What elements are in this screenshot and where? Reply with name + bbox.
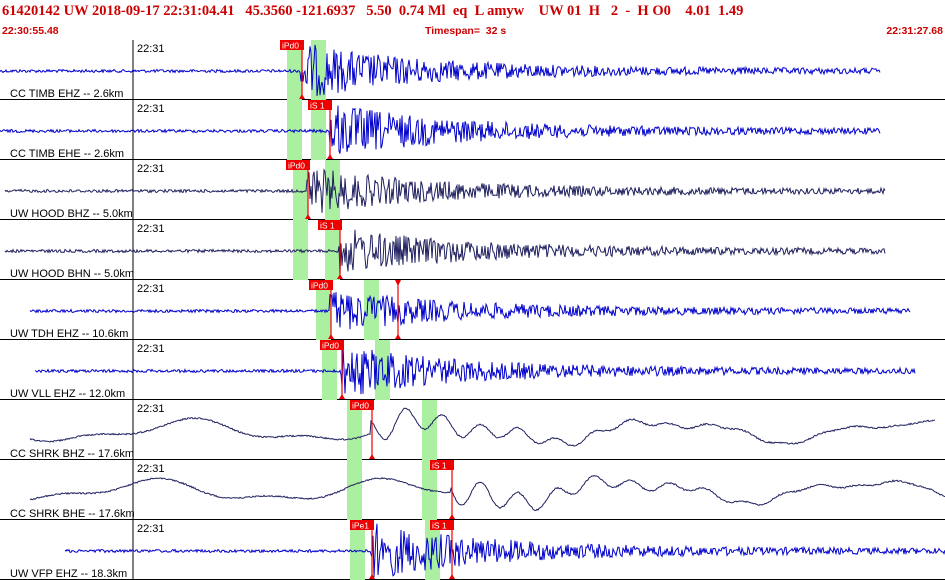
event-header: 61420142 UW 2018-09-17 22:31:04.41 45.35…: [0, 0, 945, 22]
pick-label: iPd0: [322, 341, 339, 351]
green-band: [347, 400, 362, 460]
time-tick-label: 22:31: [137, 163, 165, 175]
pick-label: iS 1: [310, 101, 325, 111]
pick-arrow: [339, 394, 345, 399]
pick-label: iS 1: [432, 461, 447, 471]
time-tick-label: 22:31: [137, 283, 165, 295]
time-tick-label: 22:31: [137, 343, 165, 355]
trace-panel: 22:31 iPd0 CC SHRK BHZ -- 17.6km: [0, 400, 945, 460]
waveform: [4, 168, 886, 213]
pick-arrow: [369, 574, 375, 579]
green-band: [347, 460, 362, 520]
pick-arrow: [449, 514, 455, 519]
pick-arrow: [395, 280, 401, 286]
pick-arrow: [305, 214, 311, 219]
pick-flag: [286, 160, 310, 170]
trace-panel: 22:31 iPd0 CC TIMB EHZ -- 2.6km: [0, 40, 945, 100]
waveform: [64, 523, 945, 578]
pick-label: iS 1: [432, 521, 447, 531]
pick-flag: [350, 520, 374, 530]
event-title: 61420142 UW 2018-09-17 22:31:04.41 45.35…: [2, 3, 744, 19]
pick-arrow: [449, 574, 455, 579]
pick-label: iS 1: [320, 221, 335, 231]
waveform: [0, 44, 881, 96]
station-label: CC TIMB EHE -- 2.6km: [10, 148, 124, 160]
trace-panel: 22:31 iS 1 CC TIMB EHE -- 2.6km: [0, 100, 945, 160]
waveform: [0, 105, 881, 154]
green-band: [322, 340, 337, 400]
station-label: CC SHRK BHE -- 17.6km: [10, 508, 135, 520]
pick-label: iPd0: [311, 281, 328, 291]
trace-panel: 22:31 iS 1 CC SHRK BHE -- 17.6km: [0, 460, 945, 520]
pick-arrow: [327, 154, 333, 159]
station-label: CC SHRK BHZ -- 17.6km: [10, 448, 134, 460]
trace-panel: 22:31 iPd0 UW VLL EHZ -- 12.0km: [0, 340, 945, 400]
station-label: UW HOOD BHN -- 5.0km: [10, 268, 134, 280]
pick-flag: [318, 220, 342, 230]
station-label: UW VFP EHZ -- 18.3km: [10, 568, 127, 580]
pick-arrow: [328, 334, 334, 339]
pick-arrow: [337, 274, 343, 279]
station-label: UW VLL EHZ -- 12.0km: [10, 388, 125, 400]
green-band: [422, 400, 437, 460]
station-label: UW HOOD BHZ -- 5.0km: [10, 208, 133, 220]
pick-flag: [280, 40, 304, 50]
pick-arrow: [395, 334, 401, 339]
time-tick-label: 22:31: [137, 523, 165, 535]
pick-flag: [309, 280, 333, 290]
waveform: [29, 475, 945, 511]
waveform: [29, 407, 936, 447]
timespan: Timespan= 32 s: [425, 25, 507, 37]
green-band: [350, 520, 365, 580]
station-label: UW TDH EHZ -- 10.6km: [10, 328, 128, 340]
trace-panel: 22:31 iPd0 UW TDH EHZ -- 10.6km: [0, 280, 945, 340]
station-label: CC TIMB EHZ -- 2.6km: [10, 88, 123, 100]
time-tick-label: 22:31: [137, 403, 165, 415]
trace-panel: 22:31 iPe1 iS 1 UW VFP EHZ -- 18.3km: [0, 520, 945, 580]
green-band: [311, 100, 326, 160]
trace-panel: 22:31 iPd0 UW HOOD BHZ -- 5.0km: [0, 160, 945, 220]
pick-flag: [308, 100, 332, 110]
waveform: [29, 292, 911, 330]
trace-panel: 22:31 iS 1 UW HOOD BHN -- 5.0km: [0, 220, 945, 280]
time-tick-label: 22:31: [137, 43, 165, 55]
pick-label: iPd0: [288, 161, 305, 171]
pick-flag: [350, 400, 374, 410]
time-tick-label: 22:31: [137, 103, 165, 115]
pick-label: iPe1: [352, 521, 369, 531]
seismogram-plot[interactable]: 22:31 iPd0 CC TIMB EHZ -- 2.6km 22:31 iS 1 CC…: [0, 40, 945, 580]
time-tick-label: 22:31: [137, 463, 165, 475]
green-band: [293, 160, 308, 220]
pick-arrow: [369, 454, 375, 459]
pick-arrow: [299, 94, 305, 99]
end-time: 22:31:27.68: [886, 25, 943, 37]
waveform: [4, 229, 886, 275]
pick-flag: [430, 460, 454, 470]
pick-flag: [320, 340, 344, 350]
pick-label: iPd0: [352, 401, 369, 411]
green-band: [325, 220, 340, 280]
pick-flag: [430, 520, 454, 530]
pick-label: iPd0: [282, 41, 299, 51]
waveform: [34, 345, 916, 395]
start-time: 22:30:55.48: [2, 25, 59, 37]
time-tick-label: 22:31: [137, 223, 165, 235]
